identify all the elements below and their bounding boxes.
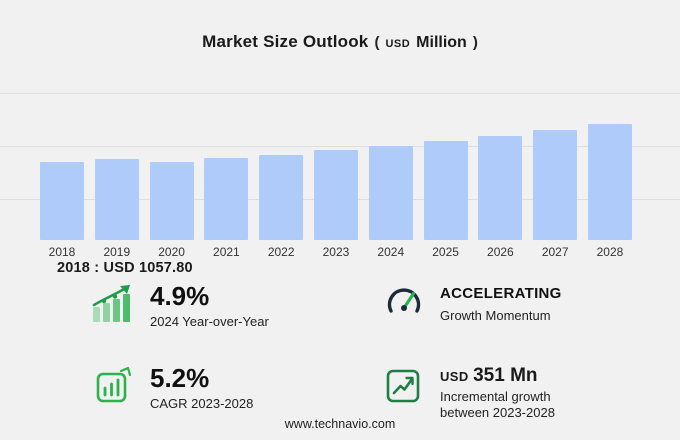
bar-2019 [94, 159, 139, 240]
x-axis-label-2020: 2020 [158, 245, 185, 259]
yoy-label: 2024 Year-over-Year [150, 314, 269, 330]
bar-2028 [587, 124, 632, 240]
page-title: Market Size Outlook ( USD Million ) [0, 32, 680, 52]
x-axis-label-2025: 2025 [432, 245, 459, 259]
momentum-label: Growth Momentum [440, 307, 551, 323]
bar-2020 [149, 161, 194, 240]
bar-2026 [478, 136, 523, 240]
cagr-value: 5.2% [150, 362, 210, 393]
bar-2025 [423, 141, 468, 240]
x-axis-label-2018: 2018 [48, 245, 76, 259]
title-paren-open: ( [374, 34, 380, 51]
bar-2024 [368, 145, 413, 240]
incremental-value: USD 351 Mn [440, 365, 555, 387]
momentum-value: ACCELERATING [440, 285, 562, 302]
bar-2022 [259, 154, 304, 240]
x-axis-label-2026: 2026 [487, 245, 514, 259]
stat-incremental: USD 351 Mn Incremental growth between 20… [378, 365, 644, 422]
line-growth-icon [378, 365, 430, 405]
yoy-value: 4.9% [150, 281, 210, 311]
gauge-icon [378, 283, 430, 317]
bar-2018 [40, 161, 84, 240]
incremental-amount: 351 Mn [473, 364, 538, 386]
incremental-label-line1: Incremental growth [440, 388, 551, 404]
bar-series [40, 70, 632, 240]
bar-chart-icon [88, 365, 140, 405]
x-axis-label-2023: 2023 [322, 245, 350, 259]
cagr-label: CAGR 2023-2028 [150, 395, 254, 411]
gridline [0, 93, 680, 94]
x-axis-label-2022: 2022 [267, 245, 295, 259]
gridline [0, 146, 680, 147]
x-axis-label-2021: 2021 [213, 245, 240, 259]
title-paren-close: ) [472, 34, 478, 51]
website-url: www.technavio.com [284, 417, 396, 431]
x-axis-labels: 2018 2019 2020 2021 2022 2023 2024 2025 2026 2027… [40, 245, 632, 259]
bar-2027 [533, 130, 578, 240]
bar-2023 [313, 150, 358, 240]
bar-growth-icon [88, 283, 140, 325]
title-currency: USD [385, 38, 411, 50]
x-axis-label-2024: 2024 [377, 245, 405, 259]
bar-2021 [204, 158, 249, 240]
stat-cagr: 5.2% CAGR 2023-2028 [88, 362, 378, 422]
x-axis-label-2028: 2028 [596, 245, 624, 259]
stat-yoy: 4.9% 2024 Year-over-Year [88, 281, 378, 331]
title-unit: Million [416, 34, 467, 51]
x-axis-label-2027: 2027 [541, 245, 569, 259]
title-text: Market Size Outlook [202, 32, 369, 51]
incremental-label-line2: between 2023-2028 [440, 404, 555, 420]
stats-grid: 4.9% 2024 Year-over-Year ACCELERATING Gr… [88, 281, 644, 422]
x-axis-label-2019: 2019 [103, 245, 131, 259]
incremental-currency: USD [440, 368, 469, 384]
stat-momentum: ACCELERATING Growth Momentum [378, 283, 644, 331]
base-year-annotation: 2018 : USD 1057.80 [57, 260, 193, 276]
